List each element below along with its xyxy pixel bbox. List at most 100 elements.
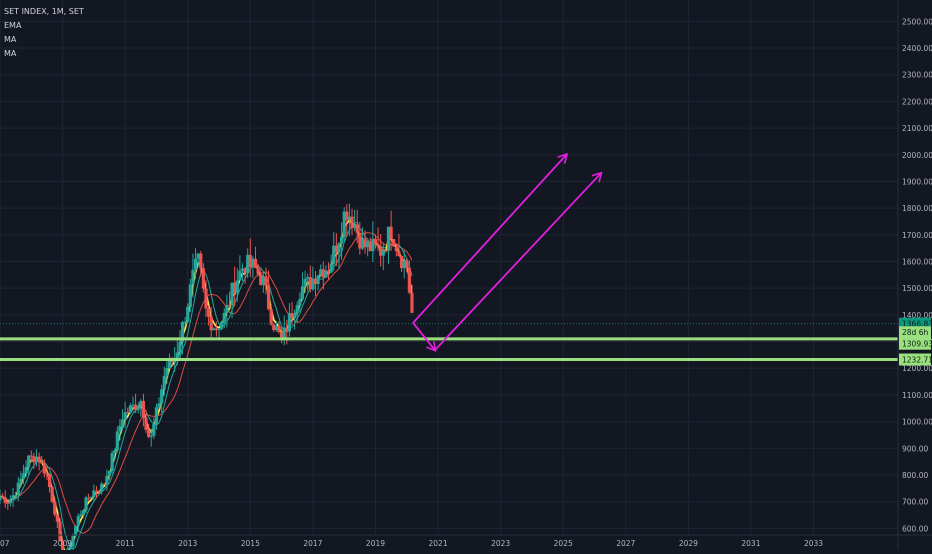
x-tick-label: 2023 [491,539,510,548]
candle-body [373,238,378,245]
y-tick-label: 2500.00 [902,17,932,26]
indicator-legend: SET INDEX, 1M, SET EMA MA MA [4,5,84,61]
candle-body [0,496,2,501]
candle-body [264,276,268,286]
candle-body [149,435,153,437]
candle-body [92,490,96,497]
legend-ma-2[interactable]: MA [4,49,17,58]
candle-body [58,521,62,541]
x-tick-label: 2007 [0,539,10,548]
price-tag-label: 1232.71 [902,356,932,365]
candle-body [136,406,140,410]
price-tag [899,326,931,339]
candle-body [293,313,297,319]
candle-body [183,321,187,323]
candle-body [81,510,86,515]
candle-body [201,268,205,289]
candle-body [100,483,104,492]
candle-body [280,332,284,339]
candle-body [160,389,164,404]
x-tick-label: 2021 [429,539,448,548]
candle-body [368,241,372,252]
candle-body [402,260,406,269]
candle-body [209,316,213,331]
candle-body [42,462,46,474]
candle-body [27,455,31,468]
support-lines[interactable] [0,323,898,362]
candle-body [97,491,101,493]
candle-body [87,497,91,499]
x-tick-label: 2031 [741,539,760,548]
candle-body [311,278,315,290]
candle-body [350,216,354,228]
candle-body [363,238,367,248]
candle-body [347,216,351,220]
y-tick-label: 1000.00 [902,418,932,427]
candle-body [220,322,224,329]
candle-body [274,325,278,331]
price-tag [899,337,931,350]
candle-body [300,286,305,300]
x-tick-label: 2019 [366,539,385,548]
candle-body [266,285,271,310]
candle-body [259,274,263,285]
y-tick-label: 2000.00 [902,151,932,160]
candle-body [214,328,219,331]
candle-body [345,211,349,220]
candle-body [392,239,396,247]
y-tick-label: 1700.00 [902,231,932,240]
x-tick-label: 2011 [116,539,135,548]
candle-body [204,288,208,309]
x-tick-label: 2013 [178,539,197,548]
symbol-title[interactable]: SET INDEX, 1M, SET [4,7,84,16]
candle-body [246,254,250,274]
y-tick-label: 1100.00 [902,391,932,400]
candle-body [222,312,226,323]
ema-line [0,218,413,554]
projection-arrows[interactable] [412,155,601,350]
candle-body [14,495,18,497]
candle-body [196,253,200,259]
candle-body [256,267,260,275]
candle-body [154,407,159,424]
candle-body [34,456,39,463]
candle-body [68,546,73,549]
candle-body [141,400,146,418]
candle-body [230,282,234,306]
candle-body [139,400,143,407]
candle-body [298,299,302,306]
candle-body [308,277,312,290]
candle-body [128,405,132,413]
legend-ema[interactable]: EMA [4,21,22,30]
y-tick-label: 1800.00 [902,204,932,213]
candle-body [178,342,182,353]
candle-body [147,429,151,437]
projection-arrow [412,322,435,350]
candle-body [381,250,385,256]
candle-body [50,486,54,502]
candle-body [157,403,161,408]
legend-ma-1[interactable]: MA [4,35,17,44]
candle-body [1,496,5,498]
candle-body [272,324,276,331]
candle-body [397,251,401,256]
candle-body [37,456,41,463]
candle-body [290,313,294,319]
candle-body [115,431,119,451]
candle-body [84,497,88,511]
candle-body [152,423,156,436]
y-tick-label: 1500.00 [902,284,932,293]
candle-body [360,238,365,249]
candle-body [285,327,289,332]
candle-body [6,502,10,504]
candle-body [47,474,52,487]
candle-body [60,540,65,554]
candle-body [282,327,286,339]
candle-body [303,278,307,287]
candle-body [248,254,252,267]
y-tick-label: 600.00 [902,524,928,533]
candle-body [120,419,125,426]
candle-body [180,322,185,343]
